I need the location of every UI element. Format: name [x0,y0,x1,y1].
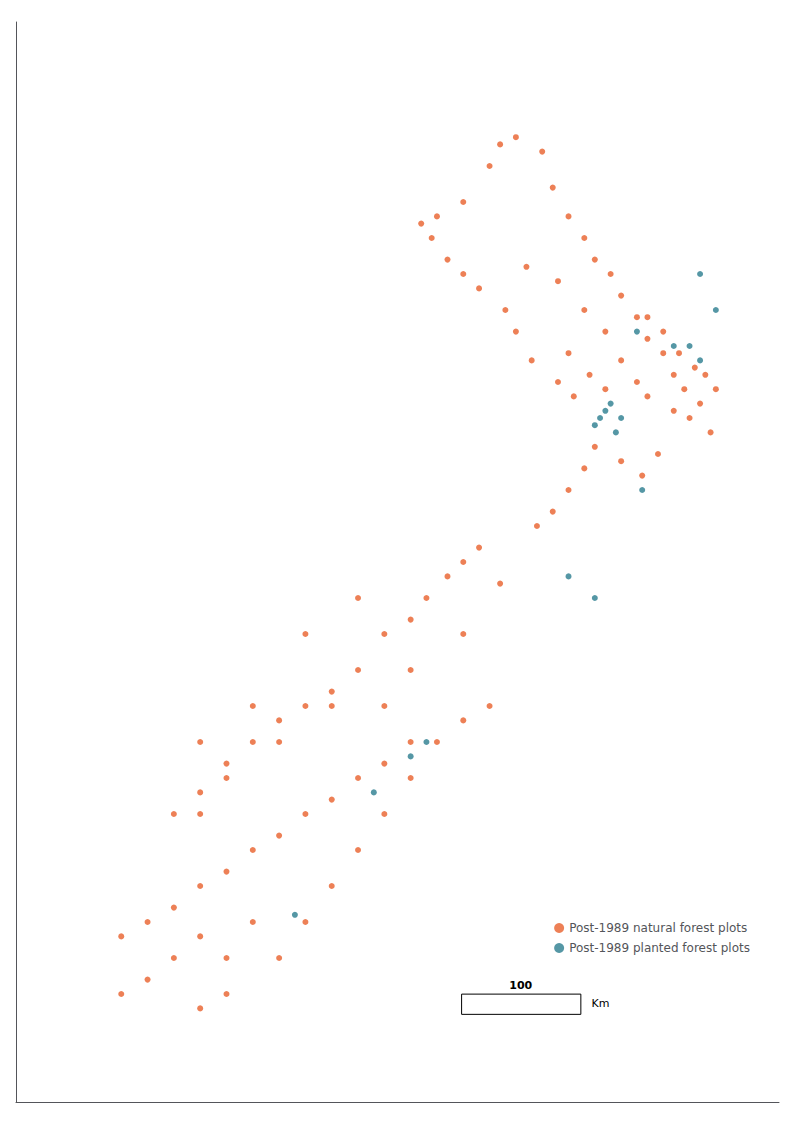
svg-text:Post-1989 natural forest plots: Post-1989 natural forest plots [569,921,747,935]
svg-text:Km: Km [591,997,609,1010]
svg-text:100: 100 [509,979,532,992]
svg-text:Post-1989 planted forest plots: Post-1989 planted forest plots [569,941,750,955]
